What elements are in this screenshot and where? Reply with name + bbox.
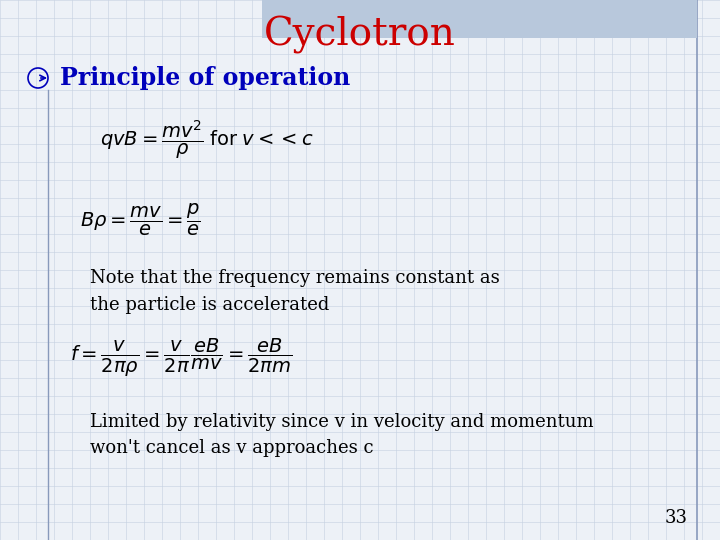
- Text: the particle is accelerated: the particle is accelerated: [90, 296, 329, 314]
- Text: Note that the frequency remains constant as: Note that the frequency remains constant…: [90, 269, 500, 287]
- Text: Cyclotron: Cyclotron: [264, 16, 456, 54]
- Text: 33: 33: [665, 509, 688, 527]
- Text: Principle of operation: Principle of operation: [60, 66, 350, 90]
- Text: $f = \dfrac{v}{2\pi\rho} = \dfrac{v}{2\pi}\dfrac{eB}{mv} = \dfrac{eB}{2\pi m}$: $f = \dfrac{v}{2\pi\rho} = \dfrac{v}{2\p…: [70, 337, 292, 379]
- Bar: [262, 0, 697, 38]
- Text: Limited by relativity since v in velocity and momentum: Limited by relativity since v in velocit…: [90, 413, 593, 431]
- Text: $qvB = \dfrac{mv^2}{\rho}\;\mathrm{for}\; v << c$: $qvB = \dfrac{mv^2}{\rho}\;\mathrm{for}\…: [100, 118, 314, 161]
- Text: won't cancel as v approaches c: won't cancel as v approaches c: [90, 439, 374, 457]
- Text: $B\rho = \dfrac{mv}{e} = \dfrac{p}{e}$: $B\rho = \dfrac{mv}{e} = \dfrac{p}{e}$: [80, 202, 201, 238]
